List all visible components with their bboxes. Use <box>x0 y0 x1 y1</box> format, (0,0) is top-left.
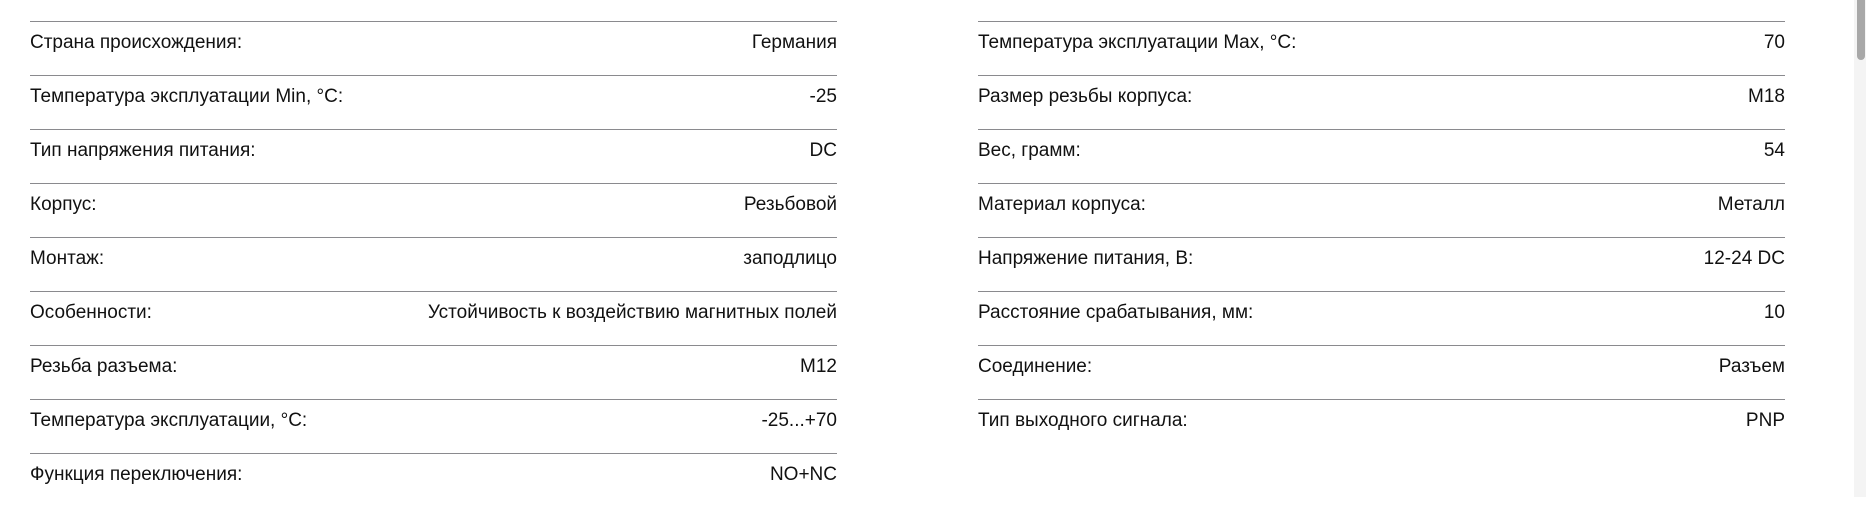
spec-label: Соединение: <box>978 356 1093 377</box>
spec-label: Размер резьбы корпуса: <box>978 86 1193 107</box>
vertical-scrollbar[interactable] <box>1854 0 1866 497</box>
spec-label: Страна происхождения: <box>30 32 243 53</box>
spec-value: 12-24 DC <box>1703 248 1785 269</box>
spec-row: Монтаж: заподлицо <box>30 237 837 291</box>
spec-row: Резьба разъема: M12 <box>30 345 837 399</box>
spec-row: Корпус: Резьбовой <box>30 183 837 237</box>
spec-row: Соединение: Разъем <box>978 345 1785 399</box>
spec-value: PNP <box>1745 410 1785 431</box>
spec-label: Вес, грамм: <box>978 140 1081 161</box>
spec-row: Размер резьбы корпуса: M18 <box>978 75 1785 129</box>
spec-value: 54 <box>1763 140 1785 161</box>
spec-label: Расстояние срабатывания, мм: <box>978 302 1254 323</box>
spec-row: Расстояние срабатывания, мм: 10 <box>978 291 1785 345</box>
spec-row: Температура эксплуатации, °C: -25...+70 <box>30 399 837 453</box>
spec-row: Материал корпуса: Металл <box>978 183 1785 237</box>
spec-row: Напряжение питания, В: 12-24 DC <box>978 237 1785 291</box>
spec-label: Резьба разъема: <box>30 356 178 377</box>
spec-row: Тип напряжения питания: DC <box>30 129 837 183</box>
spec-value: M18 <box>1748 86 1785 107</box>
spec-value: -25...+70 <box>761 410 837 431</box>
spec-value: Устойчивость к воздействию магнитных пол… <box>427 302 837 323</box>
spec-label: Материал корпуса: <box>978 194 1146 215</box>
specs-column-left: Страна происхождения: Германия Температура… <box>30 21 837 507</box>
spec-value: 10 <box>1763 302 1785 323</box>
spec-label: Особенности: <box>30 302 152 323</box>
spec-row: Особенности: Устойчивость к воздействию м… <box>30 291 837 345</box>
spec-label: Тип выходного сигнала: <box>978 410 1188 431</box>
spec-value: Германия <box>751 32 837 53</box>
spec-row: Функция переключения: NO+NC <box>30 453 837 507</box>
spec-label: Монтаж: <box>30 248 105 269</box>
spec-value: DC <box>809 140 837 161</box>
spec-row: Страна происхождения: Германия <box>30 21 837 75</box>
spec-value: -25 <box>809 86 837 107</box>
spec-value: Резьбовой <box>743 194 837 215</box>
spec-label: Температура эксплуатации Max, °C: <box>978 32 1297 53</box>
spec-label: Температура эксплуатации Min, °C: <box>30 86 344 107</box>
spec-row: Вес, грамм: 54 <box>978 129 1785 183</box>
scrollbar-thumb[interactable] <box>1857 0 1865 60</box>
spec-row: Температура эксплуатации Max, °C: 70 <box>978 21 1785 75</box>
spec-value: NO+NC <box>769 464 837 485</box>
spec-value: Разъем <box>1718 356 1785 377</box>
spec-value: M12 <box>800 356 837 377</box>
spec-row: Тип выходного сигнала: PNP <box>978 399 1785 453</box>
spec-value: 70 <box>1763 32 1785 53</box>
spec-label: Корпус: <box>30 194 97 215</box>
spec-label: Напряжение питания, В: <box>978 248 1194 269</box>
spec-row: Температура эксплуатации Min, °C: -25 <box>30 75 837 129</box>
spec-label: Тип напряжения питания: <box>30 140 256 161</box>
spec-value: Металл <box>1717 194 1785 215</box>
specs-column-right: Температура эксплуатации Max, °C: 70 Разме… <box>978 21 1785 453</box>
spec-label: Температура эксплуатации, °C: <box>30 410 308 431</box>
spec-label: Функция переключения: <box>30 464 243 485</box>
spec-value: заподлицо <box>743 248 837 269</box>
